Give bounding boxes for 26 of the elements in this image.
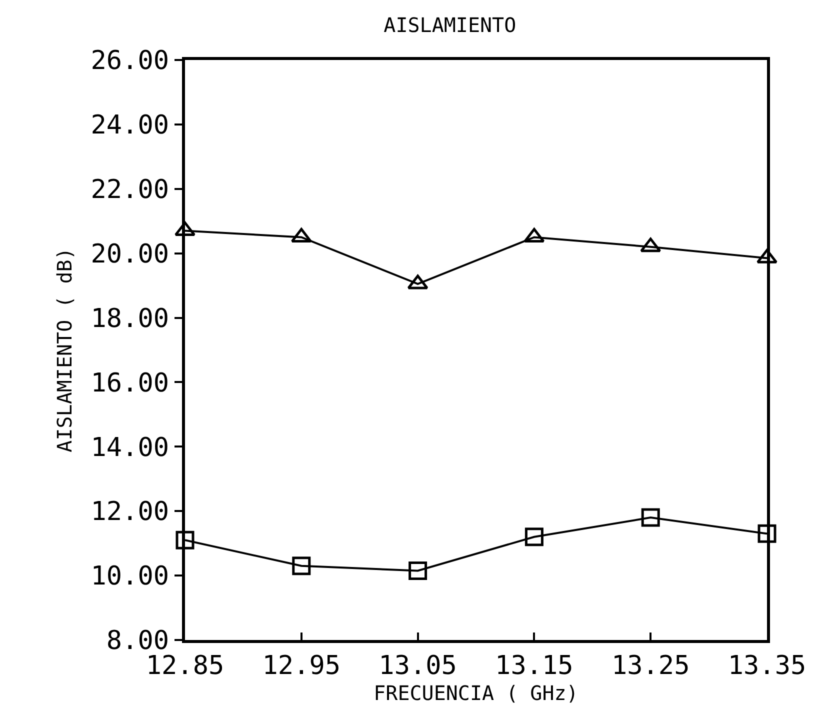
x-axis-title: FRECUENCIA ( GHz) <box>374 680 578 705</box>
y-tick-label: 26.00 <box>90 46 170 76</box>
y-tick-label: 14.00 <box>90 432 170 463</box>
y-tick-label: 10.00 <box>90 562 170 592</box>
point <box>641 508 660 527</box>
chart-title: AISLAMIENTO <box>384 13 516 38</box>
x-tick-label: 13.35 <box>728 650 806 681</box>
x-tick-label: 12.95 <box>262 650 341 681</box>
point <box>292 556 311 576</box>
y-tick-label: 18.00 <box>90 304 170 334</box>
y-tick-label: 20.00 <box>90 239 170 270</box>
x-tick-label: 13.15 <box>495 650 574 681</box>
point <box>758 524 776 543</box>
point <box>174 222 196 236</box>
point <box>408 561 428 580</box>
y-tick-label: 22.00 <box>90 174 170 205</box>
y-tick-label: 16.00 <box>90 368 170 398</box>
point <box>524 528 544 546</box>
x-tick-label: 13.25 <box>611 650 690 681</box>
point <box>756 248 778 264</box>
point <box>176 530 194 550</box>
y-tick-label: 12.00 <box>90 497 170 528</box>
y-tick-label: 24.00 <box>90 110 170 141</box>
x-tick-label: 13.05 <box>378 650 457 681</box>
y-axis-title: AISLAMIENTO ( dB) <box>52 248 76 452</box>
x-tick-label: 12.85 <box>146 650 224 681</box>
